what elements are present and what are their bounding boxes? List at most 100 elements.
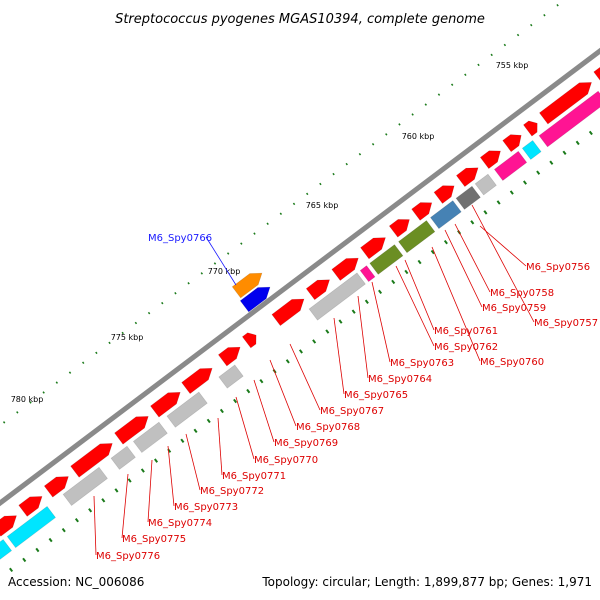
label-leader-lines bbox=[93, 204, 535, 556]
cds-track2-13 bbox=[474, 173, 497, 196]
scale-label-0: 755 kbp bbox=[496, 61, 529, 70]
cds-track2-15 bbox=[521, 140, 542, 160]
cds-track2-9 bbox=[369, 244, 404, 275]
leader-15 bbox=[185, 433, 201, 491]
inner-tick bbox=[391, 279, 396, 285]
scale-label-1: 760 kbp bbox=[402, 132, 435, 141]
inner-tick bbox=[496, 200, 501, 205]
map-title: Streptococcus pyogenes MGAS10394, comple… bbox=[115, 12, 485, 27]
gene-label-5: M6_Spy0761 bbox=[434, 326, 498, 337]
inner-tick bbox=[140, 468, 145, 473]
gene-label-16: M6_Spy0773 bbox=[174, 502, 238, 513]
inner-tick bbox=[180, 438, 185, 443]
minor-tick bbox=[556, 4, 559, 7]
gene-label-4: M6_Spy0760 bbox=[480, 357, 544, 368]
minor-tick bbox=[253, 232, 256, 235]
cds-red-13 bbox=[388, 219, 410, 238]
leader-2 bbox=[454, 223, 491, 293]
cds-red-12 bbox=[360, 237, 386, 260]
inner-tick bbox=[351, 309, 356, 314]
leader-4 bbox=[431, 246, 481, 362]
cds-red-17 bbox=[479, 150, 501, 169]
inner-tick bbox=[74, 518, 79, 523]
inner-tick bbox=[364, 299, 369, 304]
leader-18 bbox=[121, 473, 129, 539]
gene-label-11: M6_Spy0768 bbox=[296, 422, 360, 433]
minor-tick bbox=[174, 291, 177, 295]
inner-tick bbox=[522, 180, 527, 185]
minor-tick bbox=[240, 242, 243, 245]
inner-tick bbox=[338, 319, 343, 324]
inner-tick bbox=[325, 329, 330, 334]
minor-tick bbox=[543, 13, 546, 17]
minor-tick bbox=[292, 202, 296, 206]
leader-1 bbox=[471, 204, 535, 323]
leader-14 bbox=[217, 417, 223, 476]
cds-red-14 bbox=[411, 202, 433, 221]
inner-tick bbox=[233, 398, 238, 404]
cds-red-10 bbox=[305, 279, 331, 301]
cds-red-5 bbox=[150, 391, 181, 418]
cds-red-7 bbox=[217, 346, 241, 367]
gene-label-18: M6_Spy0775 bbox=[122, 534, 186, 545]
inner-tick bbox=[22, 557, 27, 563]
inner-tick bbox=[285, 359, 290, 364]
inner-tick bbox=[536, 170, 541, 175]
cds-red-8 bbox=[241, 332, 257, 349]
minor-tick bbox=[437, 93, 441, 96]
cds-red-3 bbox=[70, 443, 113, 478]
leader-9 bbox=[333, 317, 345, 395]
cds-red-2 bbox=[43, 476, 69, 498]
genome-backbone bbox=[0, 47, 600, 507]
cds-red-4 bbox=[114, 416, 149, 445]
minor-tick bbox=[279, 212, 283, 216]
minor-tick bbox=[147, 311, 151, 315]
inner-tick bbox=[246, 388, 251, 394]
accession-text: Accession: NC_006086 bbox=[8, 575, 144, 589]
gene-label-9: M6_Spy0765 bbox=[344, 390, 408, 401]
leader-12 bbox=[253, 379, 275, 443]
scale-labels: 755 kbp 760 kbp 765 kbp 770 kbp 775 kbp 780 k… bbox=[11, 61, 529, 404]
cds-red-21 bbox=[593, 66, 600, 81]
inner-tick bbox=[259, 378, 264, 384]
inner-tick bbox=[430, 249, 435, 255]
cds-red-15 bbox=[433, 185, 455, 204]
cds-track2-0 bbox=[0, 539, 13, 560]
minor-tick bbox=[81, 361, 85, 364]
cds-red-19 bbox=[523, 120, 538, 137]
leader-16 bbox=[167, 445, 175, 507]
gene-label-19: M6_Spy0776 bbox=[96, 551, 160, 562]
minor-tick bbox=[371, 143, 375, 146]
inner-tick bbox=[88, 508, 93, 513]
cds-track2-7 bbox=[308, 272, 366, 321]
cds-track2-1 bbox=[6, 505, 56, 549]
minor-tick bbox=[266, 222, 269, 225]
inner-tick bbox=[509, 190, 514, 195]
minor-tick bbox=[345, 162, 348, 166]
cds-track2-4 bbox=[132, 421, 168, 453]
minor-tick bbox=[306, 192, 309, 196]
gene-label-15: M6_Spy0772 bbox=[200, 486, 264, 497]
cds-red-9 bbox=[271, 298, 305, 327]
leader-17 bbox=[147, 459, 153, 523]
gene-label-13: M6_Spy0770 bbox=[254, 455, 318, 466]
leader-3 bbox=[444, 229, 483, 308]
leader-19 bbox=[93, 495, 97, 556]
gene-label-14: M6_Spy0771 bbox=[222, 471, 286, 482]
minor-tick bbox=[516, 33, 520, 37]
inner-tick bbox=[549, 160, 554, 165]
cds-red-18 bbox=[502, 134, 522, 153]
cds-track2-12 bbox=[455, 185, 481, 210]
inner-tick bbox=[417, 259, 422, 265]
gene-label-10: M6_Spy0767 bbox=[320, 406, 384, 417]
genome-summary-text: Topology: circular; Length: 1,899,877 bp… bbox=[261, 575, 592, 589]
gene-features bbox=[0, 66, 600, 560]
cds-red-6 bbox=[181, 367, 213, 395]
inner-tick bbox=[193, 428, 198, 434]
minor-tick bbox=[29, 401, 32, 404]
inner-tick bbox=[404, 269, 409, 275]
leader-20 bbox=[205, 236, 237, 286]
gene-label-3: M6_Spy0759 bbox=[482, 303, 546, 314]
gene-label-6: M6_Spy0762 bbox=[434, 342, 498, 353]
inner-tick bbox=[9, 567, 14, 573]
